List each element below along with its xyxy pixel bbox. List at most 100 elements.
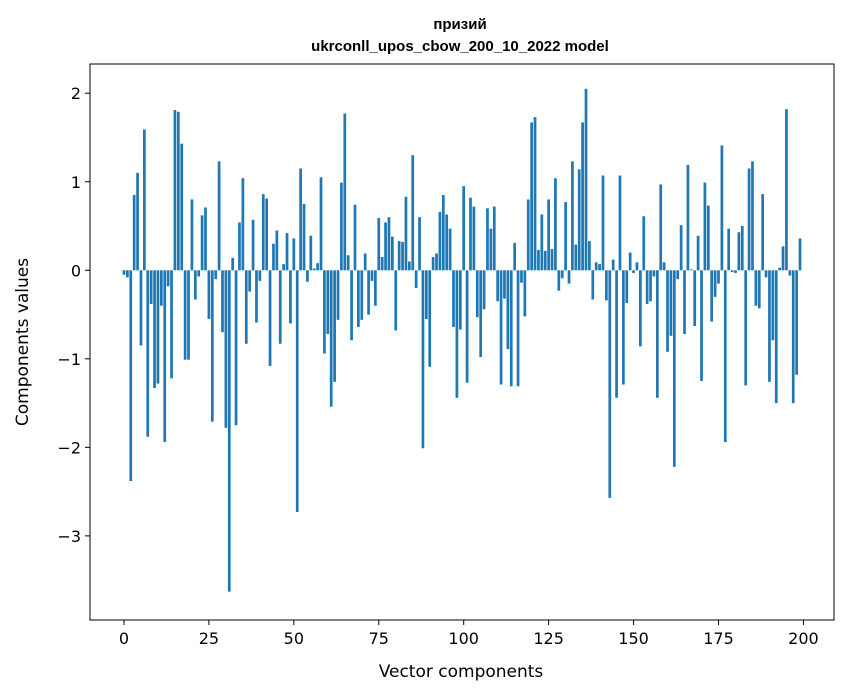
bar bbox=[615, 270, 618, 398]
bar bbox=[652, 270, 656, 277]
bar bbox=[350, 270, 353, 341]
chart-title-line2: ukrconll_upos_cbow_200_10_2022 model bbox=[311, 38, 609, 55]
bar bbox=[159, 270, 163, 306]
bar bbox=[312, 268, 316, 271]
bar bbox=[302, 203, 306, 271]
bar bbox=[744, 270, 748, 386]
bar bbox=[693, 270, 697, 327]
bar bbox=[520, 270, 523, 283]
bar bbox=[700, 270, 703, 381]
bar bbox=[683, 270, 686, 335]
bar bbox=[689, 269, 693, 271]
bar bbox=[513, 242, 517, 271]
bar bbox=[720, 145, 724, 271]
bar bbox=[761, 194, 765, 271]
bar bbox=[730, 270, 734, 273]
bar bbox=[340, 182, 343, 271]
bar bbox=[618, 175, 622, 271]
bar bbox=[584, 88, 588, 271]
bar bbox=[554, 178, 557, 271]
bar bbox=[227, 270, 231, 592]
bar bbox=[540, 214, 544, 271]
bar bbox=[550, 249, 554, 271]
bar bbox=[129, 270, 133, 481]
bar bbox=[407, 261, 411, 271]
bar bbox=[278, 270, 282, 344]
bar bbox=[659, 184, 663, 271]
bar bbox=[706, 205, 710, 271]
bar bbox=[272, 243, 275, 271]
bar bbox=[275, 230, 279, 271]
bar bbox=[492, 206, 496, 271]
bar bbox=[136, 172, 139, 271]
bar bbox=[482, 270, 486, 310]
bar bbox=[669, 270, 673, 336]
x-tick-label: 0 bbox=[119, 629, 129, 648]
bar bbox=[411, 155, 415, 271]
bar bbox=[156, 270, 160, 384]
x-tick-label: 175 bbox=[703, 629, 734, 648]
bar bbox=[795, 270, 798, 375]
bar bbox=[757, 270, 761, 309]
bar bbox=[217, 161, 221, 271]
bar bbox=[353, 204, 357, 271]
bar bbox=[577, 169, 581, 271]
bar bbox=[601, 175, 605, 271]
bar bbox=[662, 262, 666, 271]
bar bbox=[564, 202, 567, 271]
bar bbox=[149, 270, 153, 304]
bar bbox=[503, 270, 506, 299]
bar bbox=[588, 241, 591, 271]
bar bbox=[183, 270, 187, 360]
bar bbox=[367, 270, 370, 315]
bar bbox=[207, 270, 211, 319]
bar bbox=[713, 270, 717, 297]
bar bbox=[418, 217, 421, 271]
bar bbox=[251, 219, 255, 271]
y-axis-label: Components values bbox=[13, 258, 33, 426]
x-tick-label: 100 bbox=[448, 629, 479, 648]
bar bbox=[289, 270, 292, 324]
bar bbox=[506, 270, 510, 350]
bar bbox=[238, 222, 241, 271]
bar bbox=[292, 238, 296, 271]
bar bbox=[221, 270, 224, 333]
bar bbox=[323, 270, 326, 354]
bar bbox=[384, 222, 387, 271]
bar bbox=[258, 270, 262, 281]
bar bbox=[414, 270, 418, 288]
bar bbox=[751, 161, 754, 271]
bar bbox=[244, 270, 248, 344]
bar bbox=[710, 270, 714, 322]
bar bbox=[309, 235, 313, 271]
bar bbox=[462, 186, 466, 271]
bar bbox=[326, 270, 330, 335]
bar bbox=[723, 270, 727, 443]
bar bbox=[197, 270, 201, 277]
chart-title-line1: призий bbox=[433, 16, 486, 33]
bar bbox=[387, 217, 391, 271]
bar bbox=[193, 270, 197, 300]
bar bbox=[285, 233, 289, 271]
bar bbox=[445, 214, 449, 271]
bar bbox=[472, 206, 476, 271]
bar bbox=[781, 246, 785, 271]
bar bbox=[390, 236, 394, 271]
bar bbox=[126, 270, 129, 278]
bar bbox=[448, 228, 452, 271]
bar bbox=[363, 253, 367, 271]
bar bbox=[717, 270, 720, 284]
bar bbox=[571, 161, 574, 271]
bar bbox=[638, 270, 642, 347]
y-tick-label: 2 bbox=[71, 84, 81, 103]
bar bbox=[696, 235, 700, 271]
bar bbox=[469, 197, 472, 271]
bar bbox=[547, 199, 550, 271]
bar bbox=[214, 270, 218, 280]
bar bbox=[605, 270, 608, 301]
bar bbox=[771, 270, 775, 341]
bar bbox=[672, 270, 676, 467]
y-tick-label: −1 bbox=[57, 350, 81, 369]
bar bbox=[360, 270, 364, 320]
bar bbox=[496, 270, 500, 302]
